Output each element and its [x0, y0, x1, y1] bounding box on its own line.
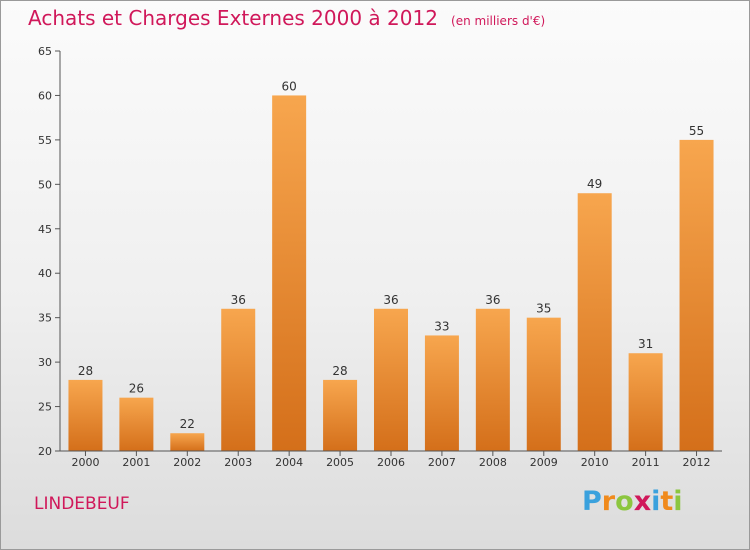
- bar-2011: [628, 353, 663, 451]
- chart-title: Achats et Charges Externes 2000 à 2012 (…: [28, 6, 545, 30]
- y-tick-label: 60: [38, 89, 52, 102]
- x-tick-label: 2003: [224, 456, 252, 469]
- logo-letter: i: [651, 486, 661, 517]
- y-tick-label: 35: [38, 312, 52, 325]
- logo-letter: r: [601, 486, 616, 517]
- bar-2004: [272, 95, 307, 451]
- bar-value-label: 31: [638, 337, 653, 351]
- x-tick-label: 2009: [530, 456, 558, 469]
- chart-title-main: Achats et Charges Externes 2000 à 2012: [28, 6, 438, 30]
- bar-value-label: 28: [332, 364, 347, 378]
- bar-2000: [68, 379, 103, 451]
- bar-2003: [221, 308, 256, 451]
- x-tick-label: 2004: [275, 456, 303, 469]
- bar-value-label: 55: [689, 124, 704, 138]
- bar-2010: [577, 193, 612, 451]
- logo-letter: t: [660, 486, 674, 517]
- x-tick-label: 2000: [71, 456, 99, 469]
- bar-2008: [475, 308, 510, 451]
- logo-letter: i: [673, 486, 683, 517]
- bar-value-label: 60: [282, 79, 297, 93]
- x-tick-label: 2002: [173, 456, 201, 469]
- bar-value-label: 36: [231, 293, 246, 307]
- bar-2001: [119, 397, 154, 451]
- logo-letter: o: [615, 486, 634, 517]
- y-tick-label: 50: [38, 178, 52, 191]
- bar-value-label: 33: [434, 319, 449, 333]
- bar-2007: [424, 335, 459, 451]
- bar-value-label: 35: [536, 302, 551, 316]
- x-tick-label: 2008: [479, 456, 507, 469]
- y-tick-label: 55: [38, 134, 52, 147]
- bar-2006: [374, 308, 408, 451]
- bar-value-label: 28: [78, 364, 93, 378]
- bar-2002: [170, 433, 205, 451]
- bar-2009: [526, 317, 561, 451]
- x-tick-label: 2001: [122, 456, 150, 469]
- logo-letter: P: [582, 486, 602, 517]
- y-tick-label: 25: [38, 401, 52, 414]
- bar-value-label: 26: [129, 382, 144, 396]
- x-tick-label: 2005: [326, 456, 354, 469]
- bar-value-label: 49: [587, 177, 602, 191]
- y-tick-label: 30: [38, 356, 52, 369]
- bar-2012: [679, 139, 714, 451]
- bar-value-label: 36: [485, 293, 500, 307]
- x-tick-label: 2006: [377, 456, 405, 469]
- chart-title-unit: (en milliers d'€): [451, 14, 546, 28]
- y-tick-label: 40: [38, 267, 52, 280]
- commune-name: LINDEBEUF: [34, 494, 130, 514]
- y-tick-label: 45: [38, 223, 52, 236]
- y-tick-label: 20: [38, 445, 52, 458]
- bar-value-label: 36: [383, 293, 398, 307]
- x-tick-label: 2007: [428, 456, 456, 469]
- x-tick-label: 2012: [683, 456, 711, 469]
- proxiti-logo[interactable]: Proxiti: [582, 486, 683, 517]
- x-tick-label: 2010: [581, 456, 609, 469]
- logo-letter: x: [633, 486, 652, 517]
- x-tick-label: 2011: [632, 456, 660, 469]
- bar-value-label: 22: [180, 417, 195, 431]
- y-tick-label: 65: [38, 45, 52, 58]
- bar-2005: [323, 379, 358, 451]
